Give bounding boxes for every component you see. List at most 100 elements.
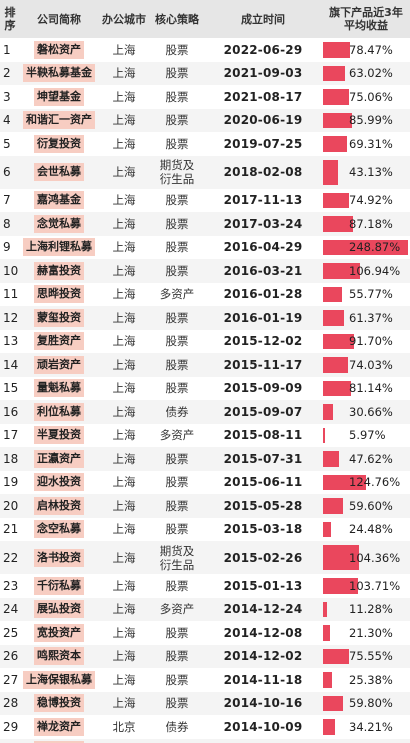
rank-cell: 12 xyxy=(3,310,19,325)
rank-cell: 14 xyxy=(3,357,19,372)
company-name-cell: 展弘投资 xyxy=(20,598,98,622)
company-name-tag: 利位私募 xyxy=(34,402,84,421)
return-value: 69.31% xyxy=(349,136,393,151)
office-city-cell: 上海 xyxy=(112,602,136,617)
core-strategy-cell: 股票 xyxy=(165,42,189,57)
table-row: 25 宽投资产 上海 股票 2014-12-08 21.30% xyxy=(0,621,410,645)
company-name-cell: 坤望基金 xyxy=(20,85,98,109)
table-row: 18 正瀛资产 上海 股票 2015-07-31 47.62% xyxy=(0,447,410,471)
return-value: 43.13% xyxy=(349,165,393,179)
header-core-strategy: 核心策略 xyxy=(155,12,199,26)
return-bar xyxy=(323,601,327,617)
office-city-cell: 上海 xyxy=(112,451,136,466)
office-city-cell: 上海 xyxy=(112,357,136,372)
company-name-tag: 嘉鸿基金 xyxy=(34,191,84,210)
avg-return-cell: 59.80% xyxy=(322,692,410,716)
rank-cell: 13 xyxy=(3,334,19,349)
rank-cell: 9 xyxy=(3,240,11,255)
company-name-cell: 稳博投资 xyxy=(20,692,98,716)
core-strategy-cell: 股票 xyxy=(150,739,204,743)
office-city-cell: 上海 xyxy=(112,113,136,128)
core-strategy-cell: 股票 xyxy=(165,113,189,128)
company-name-cell: 会世私募 xyxy=(20,156,98,189)
company-name-tag: 顽岩资产 xyxy=(34,355,84,374)
return-value: 24.48% xyxy=(349,522,393,537)
avg-return-cell: 69.31% xyxy=(322,132,410,156)
return-bar xyxy=(323,333,355,349)
core-strategy-cell: 股票 xyxy=(165,625,189,640)
table-row: 20 启林投资 上海 股票 2015-05-28 59.60% xyxy=(0,494,410,518)
founded-date-cell: 2015-01-13 xyxy=(223,578,303,593)
return-bar xyxy=(323,286,343,302)
table-row: 17 半夏投资 上海 多资产 2015-08-11 5.97% xyxy=(0,423,410,448)
table-row: 27 上海保银私募 上海 股票 2014-11-18 25.38% xyxy=(0,668,410,692)
return-value: 11.28% xyxy=(349,602,393,617)
rank-cell: 6 xyxy=(3,165,11,179)
avg-return-cell: 63.02% xyxy=(322,62,410,86)
rank-cell: 2 xyxy=(3,66,11,81)
company-name-cell: 千衍私募 xyxy=(20,574,98,598)
return-bar xyxy=(323,112,353,128)
office-city-cell: 上海 xyxy=(112,263,136,278)
header-avg-return: 旗下产品近3年平均收益 xyxy=(329,6,403,32)
rank-cell: 26 xyxy=(3,649,19,664)
founded-date-cell: 2017-03-24 xyxy=(223,216,303,231)
table-row: 19 迎水投资 上海 股票 2015-06-11 124.76% xyxy=(0,470,410,494)
core-strategy-cell: 股票 xyxy=(165,357,189,372)
rank-cell: 5 xyxy=(3,136,11,151)
company-name-cell: 因诺资产 xyxy=(20,739,98,743)
table-row: 28 稳博投资 上海 股票 2014-10-16 59.80% xyxy=(0,691,410,716)
return-bar xyxy=(323,159,338,185)
return-value: 59.80% xyxy=(349,696,393,711)
table-row: 22 洛书投资 上海 期货及 衍生品 2015-02-26 104.36% xyxy=(0,541,410,574)
company-name-cell: 和谐汇一资产 xyxy=(20,109,98,133)
avg-return-cell: 75.06% xyxy=(322,85,410,109)
avg-return-cell: 11.28% xyxy=(322,598,410,622)
core-strategy-cell: 多资产 xyxy=(159,602,195,617)
rank-cell: 18 xyxy=(3,451,19,466)
avg-return-cell: 248.87% xyxy=(322,236,410,260)
office-city-cell: 上海 xyxy=(112,89,136,104)
avg-return-cell: 43.13% xyxy=(322,156,410,189)
avg-return-cell: 91.70% xyxy=(322,330,410,354)
table-row: 15 量魁私募 上海 股票 2015-09-09 81.14% xyxy=(0,376,410,401)
founded-date-cell: 2016-03-21 xyxy=(223,263,303,278)
avg-return-cell: 61.37% xyxy=(322,306,410,330)
return-value: 34.21% xyxy=(349,719,393,734)
office-city-cell: 上海 xyxy=(112,625,136,640)
avg-return-cell: 104.36% xyxy=(322,541,410,574)
core-strategy-cell: 期货及 衍生品 xyxy=(159,543,195,572)
table-row: 16 利位私募 上海 债券 2015-09-07 30.66% xyxy=(0,400,410,424)
avg-return-cell: 74.41% xyxy=(322,739,410,743)
header-company-name: 公司简称 xyxy=(37,12,81,26)
core-strategy-cell: 股票 xyxy=(165,263,189,278)
founded-date-cell: 2015-03-18 xyxy=(223,522,303,537)
avg-return-cell: 74.03% xyxy=(322,353,410,377)
founded-date-cell: 2016-01-28 xyxy=(223,287,303,302)
return-value: 104.36% xyxy=(349,550,401,565)
return-bar xyxy=(323,89,349,105)
company-name-cell: 思晔投资 xyxy=(20,283,98,307)
core-strategy-cell: 股票 xyxy=(165,451,189,466)
return-bar xyxy=(323,695,344,711)
core-strategy-cell: 股票 xyxy=(165,216,189,231)
founded-date-cell: 2014-12-02 xyxy=(223,649,303,664)
return-value: 75.06% xyxy=(349,89,393,104)
table-row: 29 禅龙资产 北京 债券 2014-10-09 34.21% xyxy=(0,715,410,739)
return-bar xyxy=(323,625,331,641)
table-header-row: 排序 公司简称 办公城市 核心策略 成立时间 旗下产品近3年平均收益 xyxy=(0,0,410,38)
founded-date-cell: 2015-09-09 xyxy=(223,381,303,396)
return-value: 59.60% xyxy=(349,498,393,513)
avg-return-cell: 5.97% xyxy=(322,424,410,448)
office-city-cell: 北京 xyxy=(98,739,150,743)
rank-cell: 22 xyxy=(3,550,19,565)
founded-date-cell: 2014-09-24 xyxy=(204,739,322,743)
avg-return-cell: 85.99% xyxy=(322,109,410,133)
founded-date-cell: 2016-04-29 xyxy=(223,240,303,255)
founded-date-cell: 2015-08-11 xyxy=(223,428,303,443)
rank-cell: 17 xyxy=(3,428,19,443)
avg-return-cell: 81.14% xyxy=(322,377,410,401)
company-name-tag: 蒙玺投资 xyxy=(34,308,84,327)
avg-return-cell: 103.71% xyxy=(322,574,410,598)
avg-return-cell: 55.77% xyxy=(322,283,410,307)
